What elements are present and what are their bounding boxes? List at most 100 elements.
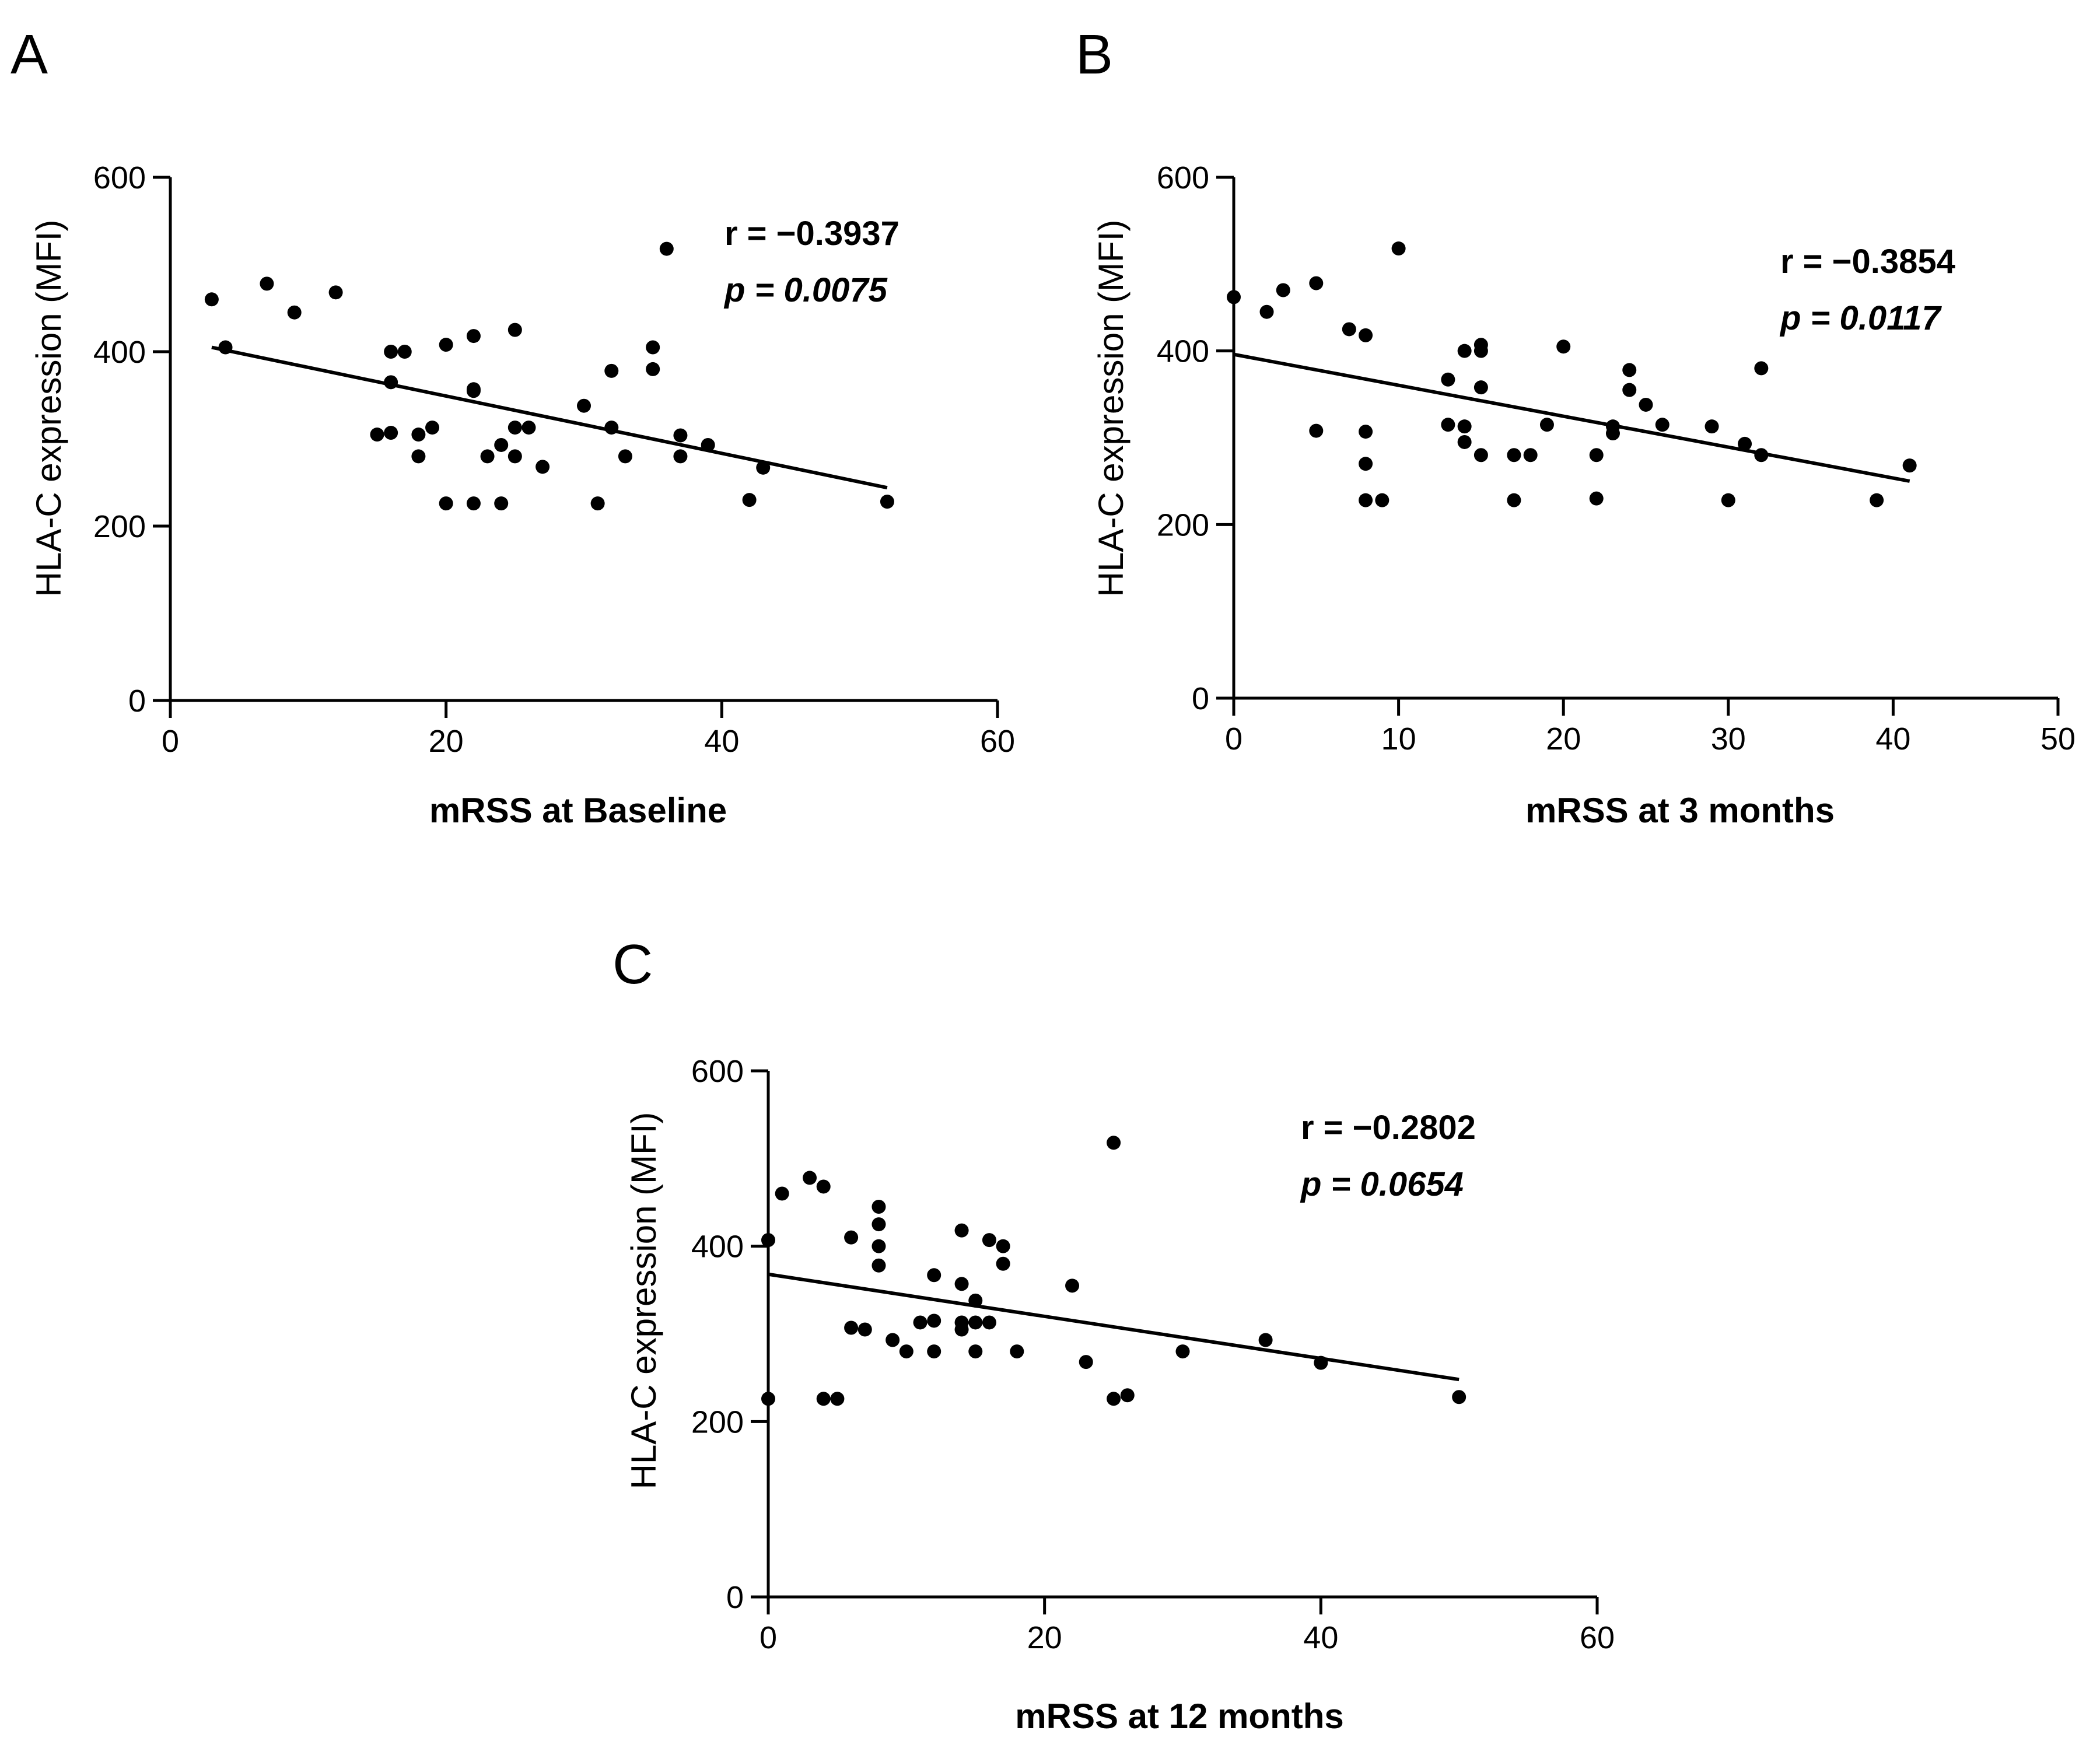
panel-b-data-point: [1754, 361, 1769, 376]
panel-b-data-point: [1342, 322, 1356, 337]
panel-b-y-tick-label: 0: [1192, 681, 1209, 716]
panel-a-data-point: [604, 363, 619, 378]
panel-b: B mRSS at 3 months HLA-C expression (MFI…: [1076, 23, 2076, 830]
panel-c-letter: C: [612, 933, 653, 996]
panel-a-data-point: [494, 437, 509, 452]
panel-b-data-point: [1589, 448, 1604, 463]
panel-a-data-point: [522, 421, 536, 435]
panel-a-data-point: [384, 426, 398, 440]
panel-a-data-point: [260, 276, 274, 291]
panel-c-data-point: [1175, 1344, 1190, 1359]
panel-a-data-point: [411, 449, 426, 464]
panel-a-data-point: [508, 449, 522, 464]
panel-b-data-point: [1276, 283, 1290, 297]
panel-b-data-point: [1359, 328, 1373, 342]
panel-b-data-point: [1655, 418, 1670, 432]
panel-c-data-point: [1452, 1390, 1466, 1404]
panel-c-data-point: [1258, 1333, 1273, 1347]
panel-b-data-point: [1309, 276, 1324, 290]
panel-b-data-point: [1457, 344, 1472, 358]
panel-c-x-tick-label: 60: [1580, 1620, 1615, 1655]
panel-c-data-point: [858, 1322, 872, 1337]
panel-a-data-point: [701, 437, 715, 452]
panel-a-data-point: [480, 449, 495, 464]
panel-c-y-tick-label: 600: [691, 1054, 744, 1089]
panel-b-data-point: [1556, 339, 1571, 354]
panel-c-data-point: [775, 1186, 789, 1201]
panel-c-x-tick-label: 40: [1303, 1620, 1338, 1655]
panel-b-data-point: [1622, 363, 1637, 377]
panel-a-data-point: [204, 292, 219, 307]
panel-b-x-tick-label: 30: [1711, 721, 1746, 756]
panel-c-data-point: [927, 1313, 942, 1328]
panel-c-data-point: [816, 1392, 831, 1406]
panel-a-data-point: [466, 329, 481, 344]
panel-a-data-point: [742, 493, 757, 507]
panel-b-r-annotation: r = −0.3854: [1780, 243, 1955, 281]
panel-c-data-point: [1107, 1392, 1121, 1406]
panel-c-data-point: [1065, 1278, 1080, 1293]
panel-a-y-tick-label: 0: [128, 684, 146, 719]
panel-c-data-point: [954, 1277, 969, 1291]
panel-c-data-point: [803, 1171, 817, 1185]
panel-c-data-point: [1079, 1355, 1093, 1369]
panel-a-p-annotation: p = 0.0075: [723, 271, 888, 309]
panel-a-data-point: [646, 362, 660, 376]
panel-c-data-point: [761, 1392, 775, 1406]
panel-a-data-point: [384, 345, 398, 359]
panel-a-data-point: [287, 305, 302, 320]
panel-c-data-point: [872, 1239, 886, 1253]
panel-c-data-point: [830, 1392, 845, 1406]
panel-a-data-point: [508, 323, 522, 337]
panel-b-data-point: [1457, 435, 1472, 449]
panel-b-y-tick-label: 400: [1157, 334, 1209, 369]
panel-a-x-axis-title: mRSS at Baseline: [429, 791, 727, 830]
panel-b-regression-line: [1233, 352, 1910, 483]
panel-a-data-point: [604, 421, 619, 435]
panel-c: C mRSS at 12 months HLA-C expression (MF…: [612, 933, 1615, 1736]
panel-b-data-point: [1359, 457, 1373, 471]
panel-c-x-tick-label: 20: [1027, 1620, 1062, 1655]
panel-c-data-point: [1010, 1344, 1024, 1359]
panel-a: A mRSS at Baseline HLA-C expression (MFI…: [10, 23, 1015, 830]
panel-b-x-axis-title: mRSS at 3 months: [1525, 791, 1835, 830]
panel-a-data-point: [397, 345, 412, 359]
panel-a-data-point: [659, 241, 674, 256]
panel-c-regression-line: [768, 1272, 1460, 1382]
panel-a-x-tick-label: 0: [162, 724, 179, 759]
panel-c-data-point: [1120, 1388, 1135, 1403]
panel-b-x-tick-label: 20: [1546, 721, 1581, 756]
panel-b-x-tick-label: 50: [2041, 721, 2076, 756]
panel-b-data-point: [1754, 448, 1769, 463]
panel-a-data-point: [370, 428, 384, 442]
panel-a-x-tick-label: 20: [429, 724, 464, 759]
panel-a-letter: A: [10, 23, 48, 86]
panel-c-x-tick-label: 0: [760, 1620, 777, 1655]
panel-b-data-point: [1622, 383, 1637, 397]
panel-a-x-tick-label: 60: [980, 724, 1015, 759]
panel-c-data-point: [872, 1200, 886, 1214]
panel-c-data-point: [872, 1258, 886, 1273]
panel-a-data-point: [756, 460, 771, 475]
panel-a-data-point: [590, 496, 605, 511]
panel-a-data-point: [384, 375, 398, 390]
panel-c-x-axis-title: mRSS at 12 months: [1015, 1697, 1343, 1736]
panel-b-data-point: [1391, 241, 1406, 256]
panel-b-data-point: [1870, 493, 1884, 507]
panel-c-data-point: [899, 1344, 914, 1359]
panel-c-y-tick-label: 0: [726, 1580, 744, 1615]
panel-a-data-point: [425, 421, 440, 435]
panel-c-data-point: [968, 1344, 983, 1359]
panel-b-data-point: [1523, 448, 1538, 463]
panel-b-p-annotation: p = 0.0117: [1779, 299, 1942, 337]
panel-c-data-point: [982, 1233, 996, 1248]
panel-b-data-point: [1902, 458, 1917, 473]
panel-b-x-tick-label: 40: [1875, 721, 1910, 756]
panel-a-data-point: [411, 428, 426, 442]
panel-a-x-tick-label: 40: [704, 724, 739, 759]
panel-c-data-point: [996, 1256, 1010, 1271]
panel-a-data-point: [328, 285, 343, 300]
panel-b-x-tick-label: 10: [1381, 721, 1416, 756]
panel-a-data-point: [466, 496, 481, 511]
